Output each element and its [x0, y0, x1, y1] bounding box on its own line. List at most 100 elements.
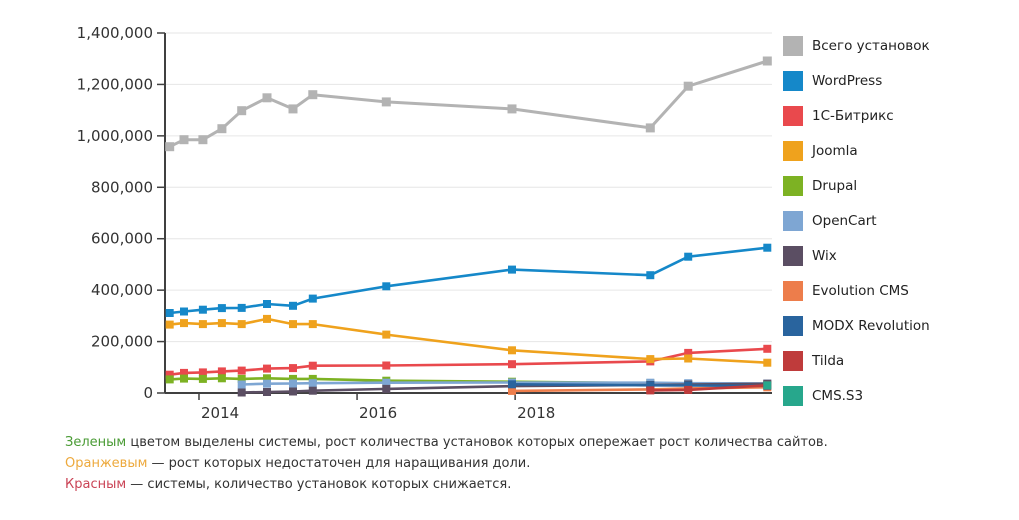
legend-item[interactable]: Drupal: [783, 176, 930, 196]
data-point-marker: [198, 305, 207, 314]
legend-item[interactable]: OpenCart: [783, 211, 930, 231]
data-point-marker: [263, 314, 271, 323]
data-point-marker: [382, 384, 391, 393]
data-point-marker: [646, 386, 655, 395]
data-point-marker: [684, 348, 693, 357]
data-point-marker: [217, 367, 226, 376]
legend-label: OpenCart: [812, 213, 877, 229]
data-point-marker: [217, 124, 227, 134]
data-point-marker: [237, 380, 246, 389]
series-1с-битрикс: [165, 344, 772, 379]
data-point-marker: [763, 381, 772, 390]
data-point-marker: [237, 374, 246, 383]
x-tick-label: 2018: [517, 404, 555, 422]
footnote-text: цветом выделены системы, рост количества…: [126, 435, 828, 450]
data-point-marker: [308, 294, 317, 303]
legend-label: CMS.S3: [812, 388, 864, 404]
legend-item[interactable]: Всего установок: [783, 36, 930, 56]
y-tick-label: 1,200,000: [77, 75, 153, 93]
data-point-marker: [263, 388, 271, 396]
legend-item[interactable]: WordPress: [783, 71, 930, 91]
x-tick-label: 2016: [359, 404, 397, 422]
data-point-marker: [198, 374, 207, 383]
data-point-marker: [684, 385, 693, 394]
legend-item[interactable]: Joomla: [783, 141, 930, 161]
data-point-marker: [198, 320, 207, 329]
data-point-marker: [684, 354, 693, 363]
legend-item[interactable]: MODX Revolution: [783, 316, 930, 336]
legend-label: 1С-Битрикс: [812, 108, 894, 124]
data-point-marker: [683, 81, 693, 91]
data-point-marker: [308, 374, 317, 383]
data-point-marker: [263, 364, 271, 373]
data-point-marker: [646, 381, 655, 390]
data-point-marker: [237, 303, 246, 312]
legend-label: Tilda: [812, 353, 845, 369]
legend-swatch-icon: [783, 281, 803, 301]
data-point-marker: [289, 364, 297, 373]
data-point-marker: [237, 320, 246, 329]
footnote-text: — рост которых недостаточен для наращива…: [147, 456, 531, 471]
data-point-marker: [289, 301, 297, 310]
data-point-marker: [382, 378, 391, 387]
legend-label: MODX Revolution: [812, 318, 930, 334]
series-line: [510, 383, 769, 388]
footnote-text: — системы, количество установок которых …: [126, 477, 512, 492]
series-line: [168, 246, 769, 315]
gridlines: [165, 32, 772, 343]
legend-swatch-icon: [783, 386, 803, 406]
legend-label: WordPress: [812, 73, 883, 89]
footnote-line: Зеленым цветом выделены системы, рост ко…: [65, 432, 828, 453]
data-point-marker: [508, 380, 516, 389]
data-point-marker: [263, 374, 271, 383]
data-point-marker: [179, 135, 189, 145]
data-point-marker: [308, 386, 317, 395]
series-line: [168, 59, 769, 149]
y-tick-label: 200,000: [91, 333, 153, 351]
y-tick-label: 1,400,000: [77, 24, 153, 42]
data-point-marker: [217, 374, 226, 383]
legend-swatch-icon: [783, 246, 803, 266]
footnote-lead: Зеленым: [65, 435, 127, 450]
data-point-marker: [180, 368, 188, 377]
data-point-marker: [763, 243, 772, 252]
data-point-marker: [180, 319, 188, 328]
data-point-marker: [308, 361, 317, 370]
legend-item[interactable]: 1С-Битрикс: [783, 106, 930, 126]
data-point-marker: [180, 374, 188, 383]
data-point-marker: [508, 346, 516, 355]
chart-legend: Всего установок WordPress 1С-Битрикс Joo…: [783, 36, 930, 421]
footnote-lead: Красным: [65, 477, 127, 492]
legend-item[interactable]: Wix: [783, 246, 930, 266]
legend-swatch-icon: [783, 36, 803, 56]
series-joomla: [165, 314, 772, 367]
legend-label: Wix: [812, 248, 837, 264]
y-tick-label: 800,000: [91, 178, 153, 196]
legend-swatch-icon: [783, 176, 803, 196]
legend-item[interactable]: Tilda: [783, 351, 930, 371]
data-point-marker: [507, 104, 517, 114]
data-point-marker: [762, 56, 772, 66]
data-point-marker: [308, 90, 318, 100]
data-point-marker: [763, 358, 772, 367]
legend-item[interactable]: CMS.S3: [783, 386, 930, 406]
legend-swatch-icon: [783, 211, 803, 231]
data-point-marker: [198, 368, 207, 377]
data-point-marker: [382, 361, 391, 370]
data-point-marker: [289, 374, 297, 383]
data-point-marker: [198, 135, 208, 145]
legend-item[interactable]: Evolution CMS: [783, 281, 930, 301]
data-point-marker: [684, 252, 693, 261]
data-point-marker: [288, 104, 298, 114]
data-point-marker: [763, 344, 772, 353]
x-tick-label: 2014: [201, 404, 239, 422]
y-tick-label: 0: [143, 384, 153, 402]
axes: [164, 33, 772, 394]
data-point-marker: [165, 370, 174, 379]
data-point-marker: [263, 379, 271, 388]
series-всего-установок: [165, 56, 772, 152]
footnote-lead: Оранжевым: [65, 456, 148, 471]
legend-label: Drupal: [812, 178, 858, 194]
data-point-marker: [508, 360, 516, 369]
